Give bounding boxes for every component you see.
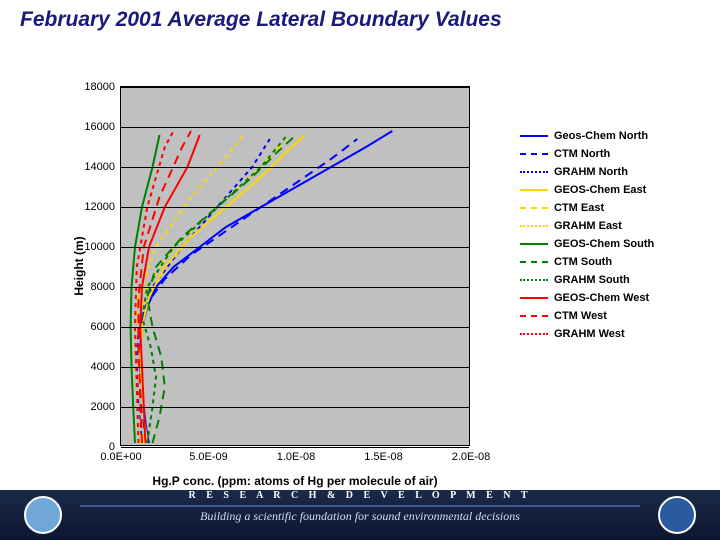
legend: Geos-Chem North CTM North GRAHM North GEOS-… — [520, 128, 654, 344]
y-tick-label: 4000 — [91, 361, 121, 373]
legend-swatch — [520, 297, 548, 299]
y-tick-label: 6000 — [91, 321, 121, 333]
legend-label: Geos-Chem North — [554, 130, 648, 142]
x-tick-label: 1.0E-08 — [277, 445, 316, 463]
series-line — [147, 135, 296, 443]
gridline — [121, 207, 469, 208]
legend-label: GRAHM South — [554, 274, 630, 286]
legend-swatch — [520, 171, 548, 173]
legend-swatch — [520, 135, 548, 137]
legend-swatch — [520, 189, 548, 191]
legend-swatch — [520, 225, 548, 227]
gridline — [121, 327, 469, 328]
legend-item: Geos-Chem North — [520, 128, 654, 143]
legend-label: GEOS-Chem East — [554, 184, 646, 196]
footer-banner: R E S E A R C H & D E V E L O P M E N T … — [0, 490, 720, 540]
legend-label: CTM West — [554, 310, 607, 322]
y-tick-label: 2000 — [91, 401, 121, 413]
legend-item: CTM West — [520, 308, 654, 323]
series-line — [139, 139, 288, 443]
gridline — [121, 407, 469, 408]
gridline — [121, 127, 469, 128]
y-tick-label: 10000 — [84, 241, 121, 253]
footer-rd-text: R E S E A R C H & D E V E L O P M E N T — [0, 490, 720, 501]
legend-swatch — [520, 261, 548, 263]
legend-label: CTM North — [554, 148, 610, 160]
epa-seal-icon — [24, 496, 62, 534]
x-axis-label: Hg.P conc. (ppm: atoms of Hg per molecul… — [152, 474, 437, 488]
gridline — [121, 87, 469, 88]
legend-label: GEOS-Chem West — [554, 292, 649, 304]
x-tick-label: 5.0E-09 — [189, 445, 228, 463]
gridline — [121, 247, 469, 248]
legend-label: GRAHM East — [554, 220, 622, 232]
x-tick-label: 1.5E-08 — [364, 445, 403, 463]
legend-swatch — [520, 153, 548, 155]
y-axis-label: Height (m) — [72, 236, 86, 295]
noaa-seal-icon — [658, 496, 696, 534]
y-tick-label: 18000 — [84, 81, 121, 93]
y-tick-label: 12000 — [84, 201, 121, 213]
legend-label: GRAHM West — [554, 328, 625, 340]
legend-swatch — [520, 333, 548, 335]
legend-label: CTM East — [554, 202, 604, 214]
legend-item: GEOS-Chem South — [520, 236, 654, 251]
page-title: February 2001 Average Lateral Boundary V… — [0, 0, 720, 36]
legend-item: GRAHM West — [520, 326, 654, 341]
legend-swatch — [520, 279, 548, 281]
legend-item: GRAHM South — [520, 272, 654, 287]
x-tick-label: 0.0E+00 — [100, 445, 141, 463]
legend-item: GRAHM East — [520, 218, 654, 233]
legend-swatch — [520, 207, 548, 209]
series-line — [135, 135, 244, 443]
legend-item: CTM East — [520, 200, 654, 215]
legend-label: CTM South — [554, 256, 612, 268]
footer-tagline: Building a scientific foundation for sou… — [0, 509, 720, 524]
series-svg — [121, 87, 471, 447]
legend-label: GEOS-Chem South — [554, 238, 654, 250]
x-tick-label: 2.0E-08 — [452, 445, 491, 463]
gridline — [121, 367, 469, 368]
y-tick-label: 14000 — [84, 161, 121, 173]
plot-area: 0200040006000800010000120001400016000180… — [120, 86, 470, 446]
legend-item: GEOS-Chem East — [520, 182, 654, 197]
y-tick-label: 8000 — [91, 281, 121, 293]
series-line — [140, 135, 305, 443]
y-tick-label: 16000 — [84, 121, 121, 133]
legend-item: GEOS-Chem West — [520, 290, 654, 305]
legend-swatch — [520, 315, 548, 317]
legend-item: CTM North — [520, 146, 654, 161]
gridline — [121, 167, 469, 168]
gridline — [121, 287, 469, 288]
footer-divider — [80, 505, 640, 507]
legend-label: GRAHM North — [554, 166, 628, 178]
plot-wrap: 0200040006000800010000120001400016000180… — [120, 86, 470, 446]
legend-swatch — [520, 243, 548, 245]
legend-item: CTM South — [520, 254, 654, 269]
legend-item: GRAHM North — [520, 164, 654, 179]
series-line — [139, 139, 358, 443]
